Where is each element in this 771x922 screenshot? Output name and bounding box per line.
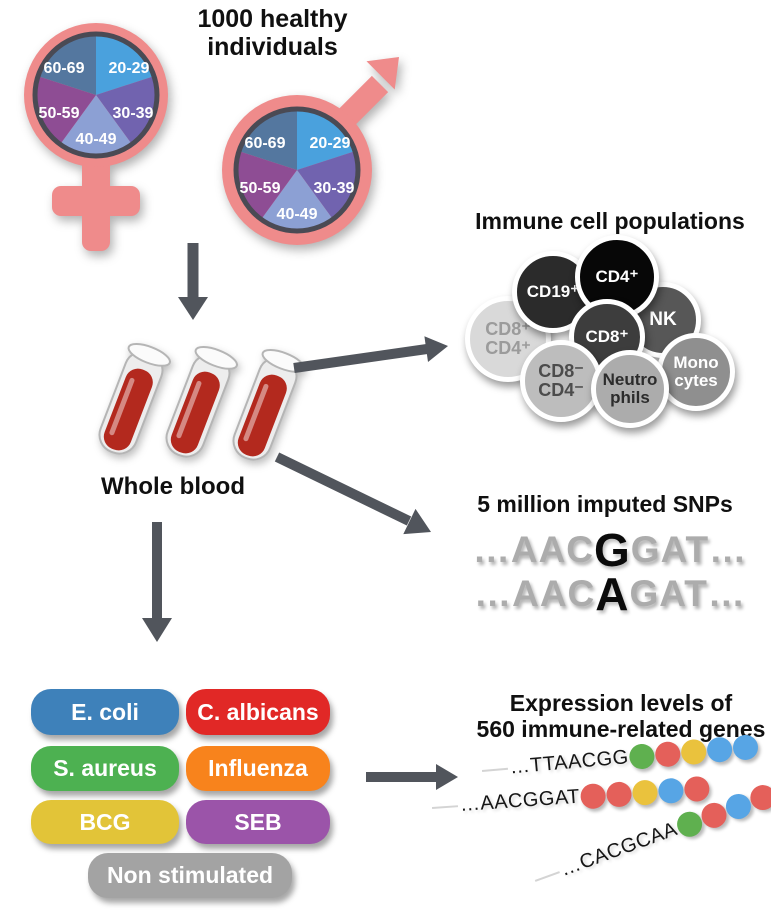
snp-seq-flank: …AAC [474,573,596,614]
strand-line [534,870,560,882]
pill-e-coli: E. coli [31,689,179,735]
cell-monocytes: Mono cytes [657,333,735,411]
tube-rim [194,346,239,370]
expression-title: Expression levels of 560 immune-related … [476,690,766,742]
arrow-blood-to-snps [274,452,431,535]
age-slice-60-69 [38,35,96,95]
blood-tubes [98,343,306,461]
expression-dot-red [683,775,711,803]
snp-seq-flank: …AAC [472,529,595,570]
arrow-shaft [293,344,428,373]
snp-seq-flank: GAT… [630,529,748,570]
snp-variant-allele: A [595,568,630,620]
age-slice-20-29 [297,110,355,170]
tube-highlight [176,380,202,439]
expression-dot-red [580,782,607,810]
tube-blood [170,371,220,454]
male-age-pie: 20-29 30-39 40-49 50-59 60-69 [233,106,361,234]
age-label: 60-69 [44,60,85,77]
expression-dot-blue [732,733,760,761]
pill-bcg: BCG [31,800,179,844]
age-slice-60-69 [239,110,297,170]
snp-variant-allele: G [594,524,631,576]
strand-line [431,804,459,809]
expression-dot-red [654,740,682,768]
figure-title: 1000 healthy individuals [197,5,348,61]
age-label: 40-49 [76,131,117,148]
cell-neutrophils: Neutro phils [591,350,669,428]
pill-seb: SEB [186,800,330,844]
tube-highlight [243,383,269,442]
expression-dot-red [606,781,633,808]
arrow-individuals-to-blood [178,243,208,320]
immune-cells-title: Immune cell populations [475,208,745,234]
age-slice-30-39 [297,151,357,219]
tube-highlight [109,377,135,436]
strand-line [481,767,508,772]
age-label: 20-29 [310,135,351,152]
cell-cd8neg-cd4neg: CD8⁻ CD4⁻ [520,340,602,422]
age-slice-50-59 [237,151,297,219]
arrow-stimuli-to-expression [366,764,458,790]
pill-c-albicans: C. albicans [186,689,330,735]
expression-dot-yellow [631,779,659,806]
age-label: 30-39 [314,180,355,197]
tube-blood [103,368,153,451]
age-label: 60-69 [245,135,286,152]
tube-blood [237,374,287,457]
pill-influenza: Influenza [186,746,330,791]
arrow-head [424,336,448,362]
arrow-head [142,618,172,642]
blood-tube [98,343,172,455]
age-label: 20-29 [109,60,150,77]
expression-dot-blue [657,777,685,805]
age-label: 50-59 [39,105,80,122]
female-pie-rim [32,31,160,159]
male-pie-rim [233,106,361,234]
age-label: 30-39 [113,105,154,122]
blood-tube [165,346,239,458]
age-label: 50-59 [240,180,281,197]
snp-sequence-ref: …AACGGAT… [460,527,760,573]
expression-dot-blue [706,736,734,764]
age-slice-30-39 [96,76,156,144]
female-symbol: 20-29 30-39 40-49 50-59 60-69 [24,23,168,251]
arrow-shaft [274,452,412,526]
arrow-blood-to-stimuli [142,522,172,642]
expression-dot-yellow [680,738,708,766]
arrow-head [436,764,458,790]
age-slice-40-49 [261,170,333,231]
female-cross-bar [52,186,140,216]
arrow-head [178,297,208,320]
expression-dot-green [628,742,656,771]
tube-rim [127,343,172,367]
male-arrow-head [366,57,399,90]
snps-title: 5 million imputed SNPs [477,491,733,517]
male-symbol: 20-29 30-39 40-49 50-59 60-69 [222,57,399,245]
arrow-blood-to-cells [293,336,448,373]
pill-s-aureus: S. aureus [31,746,179,791]
arrow-head [403,508,431,535]
age-label: 40-49 [277,206,318,223]
whole-blood-label: Whole blood [101,473,245,500]
blood-tube [232,349,306,461]
pill-non-stimulated: Non stimulated [88,853,292,898]
snp-seq-flank: GAT… [629,573,746,614]
age-slice-20-29 [96,35,154,95]
snp-sequence-alt: …AACAGAT… [460,571,760,617]
age-slice-50-59 [36,76,96,144]
female-age-pie: 20-29 30-39 40-49 50-59 60-69 [32,31,160,159]
age-slice-40-49 [60,95,132,156]
